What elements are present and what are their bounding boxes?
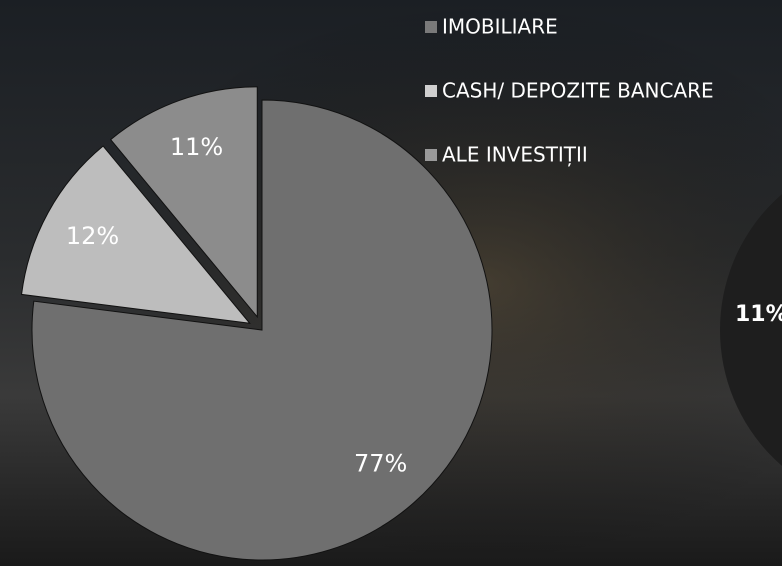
legend-swatch	[425, 85, 437, 97]
slice-label: 11%	[170, 133, 223, 161]
legend: IMOBILIARE CASH/ DEPOZITE BANCARE ALE INVE…	[425, 15, 714, 167]
legend-label: CASH/ DEPOZITE BANCARE	[442, 79, 714, 103]
legend-label: ALE INVESTIȚII	[442, 143, 588, 167]
partial-pie-body	[720, 194, 782, 466]
legend-swatch	[425, 21, 437, 33]
partial-pie: 11%	[720, 194, 782, 466]
pie-slice	[109, 86, 258, 319]
partial-pie-label: 11%	[735, 302, 782, 327]
legend-swatch	[425, 149, 437, 161]
slice-label: 12%	[66, 222, 119, 250]
pie: 77% 12% 11%	[20, 86, 493, 561]
pie-slice	[20, 145, 251, 324]
legend-label: IMOBILIARE	[442, 15, 558, 39]
slice-label: 77%	[354, 450, 407, 478]
pie-slice	[31, 99, 493, 561]
